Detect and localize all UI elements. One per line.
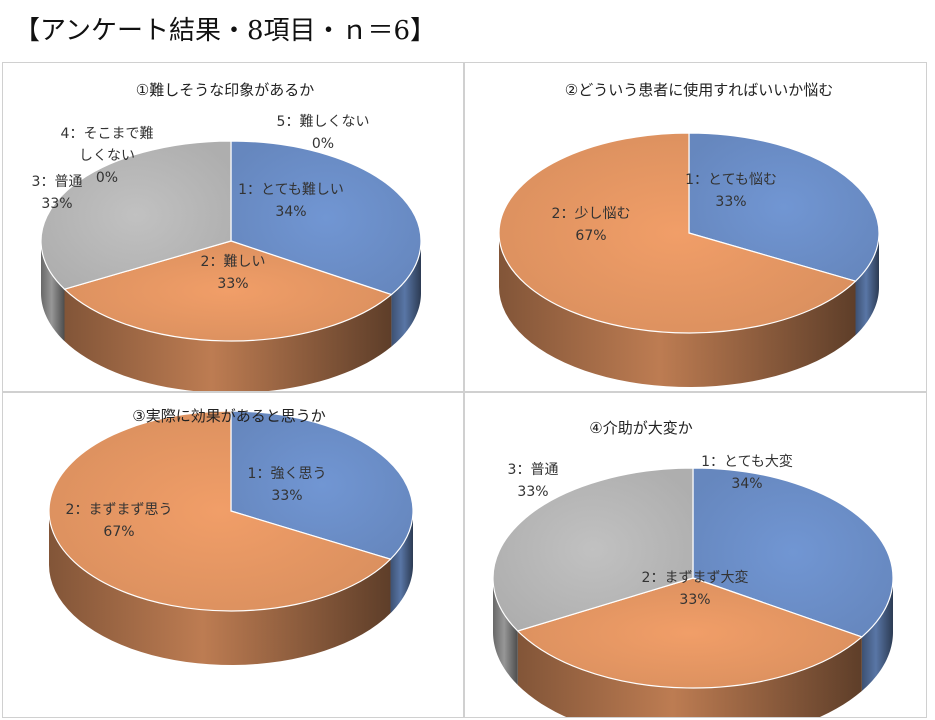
slice-label-2: 2：難しい 33% bbox=[201, 251, 266, 295]
page-title: 【アンケート結果・8項目・ｎ＝6】 bbox=[14, 16, 437, 46]
slice-name: 5：難しくない bbox=[276, 114, 370, 130]
chart-title: ②どういう患者に使用すればいいか悩む bbox=[564, 81, 834, 99]
pie-slice-1 bbox=[688, 132, 880, 282]
slice-name: 2：難しい bbox=[200, 254, 266, 270]
slice-label-1: 1：強く思う 33% bbox=[248, 463, 327, 507]
pie-side-3 bbox=[493, 578, 518, 685]
pie-slice-3 bbox=[40, 140, 232, 290]
slice-percent: 33% bbox=[517, 484, 549, 500]
slice-percent: 33% bbox=[41, 196, 73, 212]
chart-title: ④介助が大変か bbox=[589, 419, 693, 437]
slice-label-5: 5：難しくない 0% bbox=[277, 111, 370, 155]
slice-name: 2：少し悩む bbox=[551, 206, 631, 222]
chart-panel-3: ③実際に効果があると思うか 1：強く思う 33% 2：まずまず思う 67% bbox=[2, 392, 464, 718]
slice-name: 1：強く思う bbox=[247, 466, 327, 482]
slice-label-1: 1：とても難しい 34% bbox=[238, 179, 344, 223]
pie-slice-2 bbox=[48, 410, 392, 612]
slice-percent: 33% bbox=[271, 488, 303, 504]
pie-side-2 bbox=[517, 630, 862, 717]
pie-slice-2 bbox=[498, 132, 857, 334]
slice-label-1: 1：とても大変 34% bbox=[701, 451, 793, 495]
slice-name: 1：とても難しい bbox=[238, 182, 344, 198]
slice-percent: 0% bbox=[311, 136, 335, 152]
chart-panel-2: ②どういう患者に使用すればいいか悩む 1：とても悩む 33% 2：少し悩む 67% bbox=[464, 62, 927, 392]
pie-side-1 bbox=[391, 241, 421, 347]
pie-side-2 bbox=[499, 233, 856, 387]
slice-percent: 33% bbox=[679, 592, 711, 608]
slice-percent: 67% bbox=[575, 228, 607, 244]
pie-slice-3 bbox=[492, 467, 694, 632]
pie-chart-svg bbox=[40, 140, 422, 391]
slice-percent: 67% bbox=[103, 524, 135, 540]
slice-name: 1：とても悩む bbox=[685, 172, 777, 188]
slice-percent: 34% bbox=[731, 476, 763, 492]
pie-side-2 bbox=[49, 511, 391, 665]
pie-chart-svg bbox=[498, 132, 880, 387]
chart-panel-4: ④介助が大変か 1：とても大変 34% 2：まずまず大変 33% 3：普通 33% bbox=[464, 392, 927, 718]
slice-name: 2：まずまず大変 bbox=[641, 570, 749, 586]
slice-name: 4：そこまで難 しくない bbox=[60, 126, 154, 164]
slice-percent: 0% bbox=[95, 170, 119, 186]
chart-title: ①難しそうな印象があるか bbox=[135, 81, 315, 99]
slice-label-3: 3：普通 33% bbox=[32, 171, 83, 215]
slice-name: 2：まずまず思う bbox=[65, 502, 173, 518]
pie-slice-1 bbox=[692, 467, 894, 638]
slice-name: 3：普通 bbox=[507, 462, 559, 478]
slice-label-1: 1：とても悩む 33% bbox=[685, 169, 777, 213]
pie-side-2 bbox=[64, 289, 392, 391]
slice-label-4: 4：そこまで難 しくない 0% bbox=[61, 123, 154, 189]
slice-label-2: 2：少し悩む 67% bbox=[552, 203, 631, 247]
slice-name: 1：とても大変 bbox=[701, 454, 793, 470]
slice-percent: 34% bbox=[275, 204, 307, 220]
slice-percent: 33% bbox=[715, 194, 747, 210]
slice-label-2: 2：まずまず大変 33% bbox=[642, 567, 749, 611]
slice-label-3: 3：普通 33% bbox=[508, 459, 559, 503]
slice-percent: 33% bbox=[217, 276, 249, 292]
slice-name: 3：普通 bbox=[31, 174, 83, 190]
chart-panel-1: ①難しそうな印象があるか 1：とても難しい 34% 2：難しい 33% 3：普通 3… bbox=[2, 62, 464, 392]
slice-label-2: 2：まずまず思う 67% bbox=[66, 499, 173, 543]
pie-side-1 bbox=[861, 578, 893, 691]
pie-slice-1 bbox=[230, 140, 422, 296]
pie-slice-1 bbox=[230, 410, 414, 560]
chart-title: ③実際に効果があると思うか bbox=[132, 407, 326, 425]
pie-chart-svg bbox=[492, 467, 894, 717]
pie-chart-svg bbox=[48, 410, 414, 665]
